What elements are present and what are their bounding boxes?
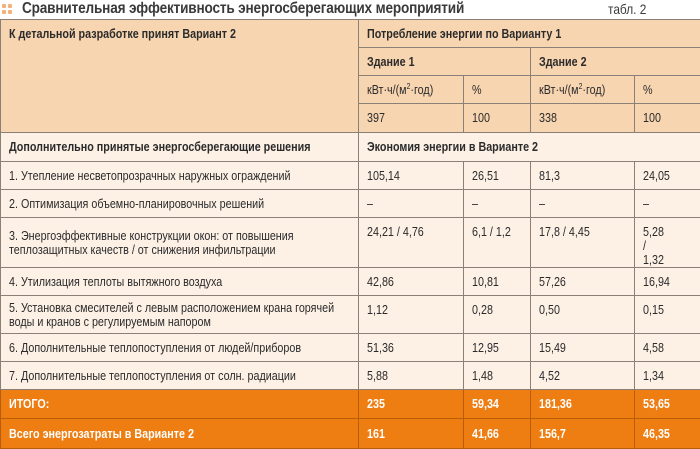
variant2-row: Всего энергозатраты в Варианте 2 161 41,… — [1, 419, 700, 449]
total-b2-kwh: 181,36 — [531, 390, 635, 419]
table-row: 3. Энергоэффективные конструкции окон: о… — [1, 218, 700, 268]
row-label: 6. Дополнительные теплопоступления от лю… — [1, 334, 359, 362]
table-row: 5. Установка смесителей с левым располож… — [1, 296, 700, 334]
b2-kwh: – — [531, 190, 635, 218]
b1-kwh: 42,86 — [359, 268, 464, 296]
b1-pct: 26,51 — [464, 162, 531, 190]
b2-kwh: 81,3 — [531, 162, 635, 190]
b2-unit: кВт·ч/(м2·год) — [531, 76, 635, 104]
building1-header: Здание 1 — [359, 48, 531, 76]
b2-pct: – — [635, 190, 700, 218]
b1-kwh: 5,88 — [359, 362, 464, 390]
b2-kwh: 57,26 — [531, 268, 635, 296]
section-left: Дополнительно принятые энергосберегающие… — [1, 133, 359, 162]
title-bar: Сравнительная эффективность энергосберег… — [0, 0, 700, 19]
b2-base-value: 338 — [531, 104, 635, 133]
section-right: Экономия энергии в Варианте 2 — [359, 133, 700, 162]
table-row: 6. Дополнительные теплопоступления от лю… — [1, 334, 700, 362]
row-label: 4. Утилизация теплоты вытяжного воздуха — [1, 268, 359, 296]
table-title: Сравнительная эффективность энергосберег… — [22, 0, 464, 18]
b1-percent-unit: % — [464, 76, 531, 104]
b1-kwh: 51,36 — [359, 334, 464, 362]
row-label: 5. Установка смесителей с левым располож… — [1, 296, 359, 334]
b2-pct: 16,94 — [635, 268, 700, 296]
b1-unit: кВт·ч/(м2·год) — [359, 76, 464, 104]
row-label: 7. Дополнительные теплопоступления от со… — [1, 362, 359, 390]
b2-kwh: 15,49 — [531, 334, 635, 362]
table-row: 7. Дополнительные теплопоступления от со… — [1, 362, 700, 390]
row-label: 3. Энергоэффективные конструкции окон: о… — [1, 218, 359, 268]
header-left-title: К детальной разработке принят Вариант 2 — [1, 20, 359, 133]
header-row-1: К детальной разработке принят Вариант 2 … — [1, 20, 700, 48]
b2-percent-unit: % — [635, 76, 700, 104]
row-label: 2. Оптимизация объемно-планировочных реш… — [1, 190, 359, 218]
b1-pct: 6,1 / 1,2 — [464, 218, 531, 268]
variant2-label: Всего энергозатраты в Варианте 2 — [1, 419, 359, 449]
b2-base-percent: 100 — [635, 104, 700, 133]
b1-pct: – — [464, 190, 531, 218]
variant2-b2-pct: 46,35 — [635, 419, 700, 449]
variant2-b1-kwh: 161 — [359, 419, 464, 449]
b2-pct: 24,05 — [635, 162, 700, 190]
total-label: ИТОГО: — [1, 390, 359, 419]
b2-pct: 0,15 — [635, 296, 700, 334]
row-label: 1. Утепление несветопрозрачных наружных … — [1, 162, 359, 190]
b1-pct: 10,81 — [464, 268, 531, 296]
building2-header: Здание 2 — [531, 48, 700, 76]
table-row: 2. Оптимизация объемно-планировочных реш… — [1, 190, 700, 218]
b2-kwh: 0,50 — [531, 296, 635, 334]
b2-pct: 5,28 / 1,32 — [635, 218, 700, 268]
table-row: 4. Утилизация теплоты вытяжного воздуха … — [1, 268, 700, 296]
b1-kwh: – — [359, 190, 464, 218]
variant2-b2-kwh: 156,7 — [531, 419, 635, 449]
total-b1-kwh: 235 — [359, 390, 464, 419]
b1-pct: 1,48 — [464, 362, 531, 390]
b1-kwh: 1,12 — [359, 296, 464, 334]
b2-pct: 4,58 — [635, 334, 700, 362]
comparison-table: К детальной разработке принят Вариант 2 … — [0, 19, 700, 449]
total-row: ИТОГО: 235 59,34 181,36 53,65 — [1, 390, 700, 419]
b1-pct: 12,95 — [464, 334, 531, 362]
b2-kwh: 4,52 — [531, 362, 635, 390]
total-b1-pct: 59,34 — [464, 390, 531, 419]
variant2-b1-pct: 41,66 — [464, 419, 531, 449]
consumption-title: Потребление энергии по Варианту 1 — [359, 20, 700, 48]
section-header-row: Дополнительно принятые энергосберегающие… — [1, 133, 700, 162]
b1-base-percent: 100 — [464, 104, 531, 133]
b2-pct: 1,34 — [635, 362, 700, 390]
bullet-dots-icon — [2, 4, 14, 16]
b1-base-value: 397 — [359, 104, 464, 133]
b1-kwh: 24,21 / 4,76 — [359, 218, 464, 268]
total-b2-pct: 53,65 — [635, 390, 700, 419]
b1-pct: 0,28 — [464, 296, 531, 334]
b2-kwh: 17,8 / 4,45 — [531, 218, 635, 268]
table-row: 1. Утепление несветопрозрачных наружных … — [1, 162, 700, 190]
table-label: табл. 2 — [608, 1, 646, 17]
b1-kwh: 105,14 — [359, 162, 464, 190]
